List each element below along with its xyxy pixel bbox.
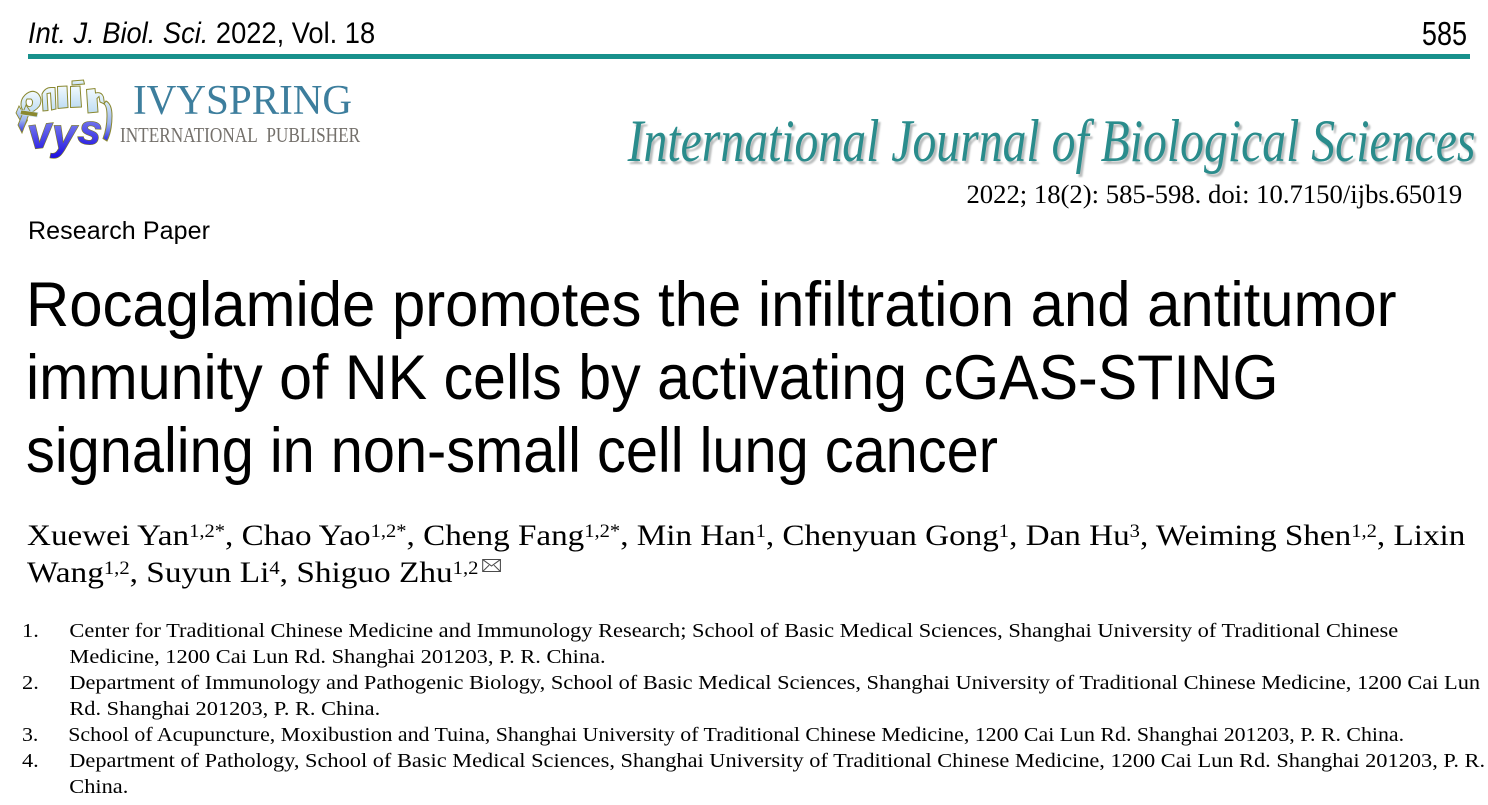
svg-text:y: y — [50, 110, 79, 159]
svg-text:s: s — [75, 105, 105, 155]
